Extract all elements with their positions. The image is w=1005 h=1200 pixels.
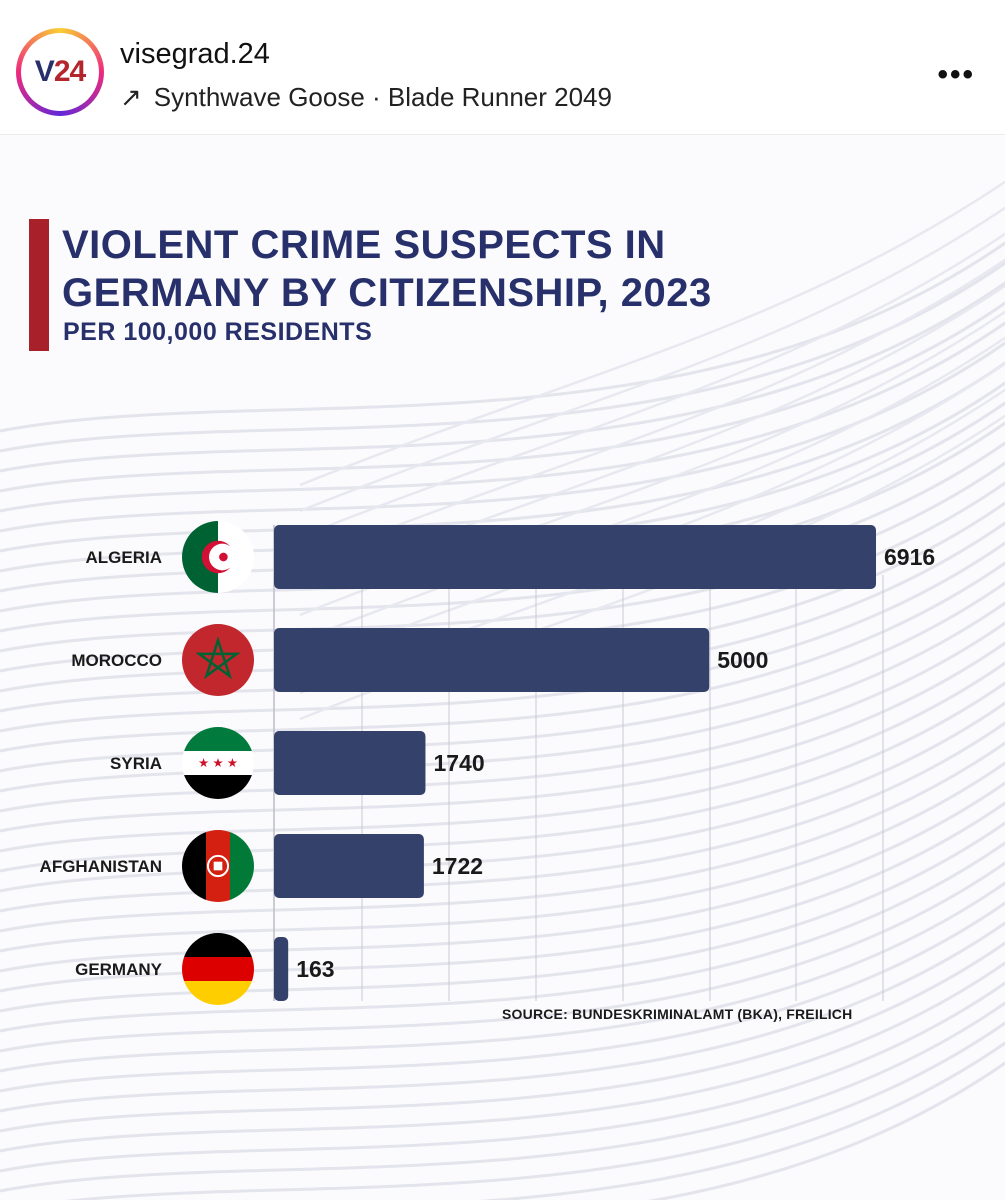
category-label: ALGERIA (86, 548, 163, 567)
bar (274, 834, 424, 898)
category-label: GERMANY (75, 960, 163, 979)
category-label: AFGHANISTAN (40, 857, 162, 876)
bar-row: GERMANY 163 (75, 933, 335, 1005)
bar-chart: ALGERIA 6916 MOROCCO 5000 SYRIA 1740 AFGHANIST… (40, 521, 935, 1005)
music-link[interactable]: ↗ Synthwave Goose · Blade Runner 2049 (120, 82, 612, 113)
category-label: SYRIA (110, 754, 162, 773)
avatar-inner: V24 (21, 33, 99, 111)
syria-flag-icon (182, 727, 254, 799)
chart-title-line-2: GERMANY BY CITIZENSHIP, 2023 (62, 271, 712, 315)
value-label: 6916 (884, 544, 935, 570)
avatar-logo: V24 (34, 55, 86, 88)
bar (274, 937, 289, 1001)
chart-subtitle: PER 100,000 RESIDENTS (63, 318, 373, 346)
value-label: 1740 (433, 750, 484, 776)
bar-row: AFGHANISTAN 1722 (40, 830, 483, 902)
bar (274, 731, 426, 795)
value-label: 163 (296, 956, 334, 982)
algeria-flag-icon (182, 521, 254, 593)
bar-row: MOROCCO 5000 (71, 624, 768, 696)
chart-title-line-1: VIOLENT CRIME SUSPECTS IN (62, 223, 666, 267)
category-label: MOROCCO (71, 651, 162, 670)
bar (274, 628, 710, 692)
more-options-icon[interactable]: ••• (937, 58, 975, 91)
music-label: Synthwave Goose · Blade Runner 2049 (153, 82, 612, 112)
value-label: 5000 (717, 647, 768, 673)
germany-flag-icon (182, 933, 254, 1005)
title-accent-bar (29, 219, 49, 351)
bar-row: ALGERIA 6916 (86, 521, 935, 593)
post-header: V24 visegrad.24 ↗ Synthwave Goose · Blad… (0, 0, 1005, 135)
value-label: 1722 (432, 853, 483, 879)
arrow-up-right-icon: ↗ (120, 82, 142, 112)
bar (274, 525, 876, 589)
avatar[interactable]: V24 (16, 28, 104, 116)
username[interactable]: visegrad.24 (120, 38, 270, 70)
morocco-flag-icon (182, 624, 254, 696)
post-image: VIOLENT CRIME SUSPECTS IN GERMANY BY CIT… (0, 135, 1005, 1200)
afghanistan-flag-icon (182, 830, 254, 902)
chart-source: SOURCE: BUNDESKRIMINALAMT (BKA), FREILIC… (502, 1006, 853, 1022)
chart-title: VIOLENT CRIME SUSPECTS IN GERMANY BY CIT… (62, 221, 712, 317)
bar-row: SYRIA 1740 (110, 727, 485, 799)
